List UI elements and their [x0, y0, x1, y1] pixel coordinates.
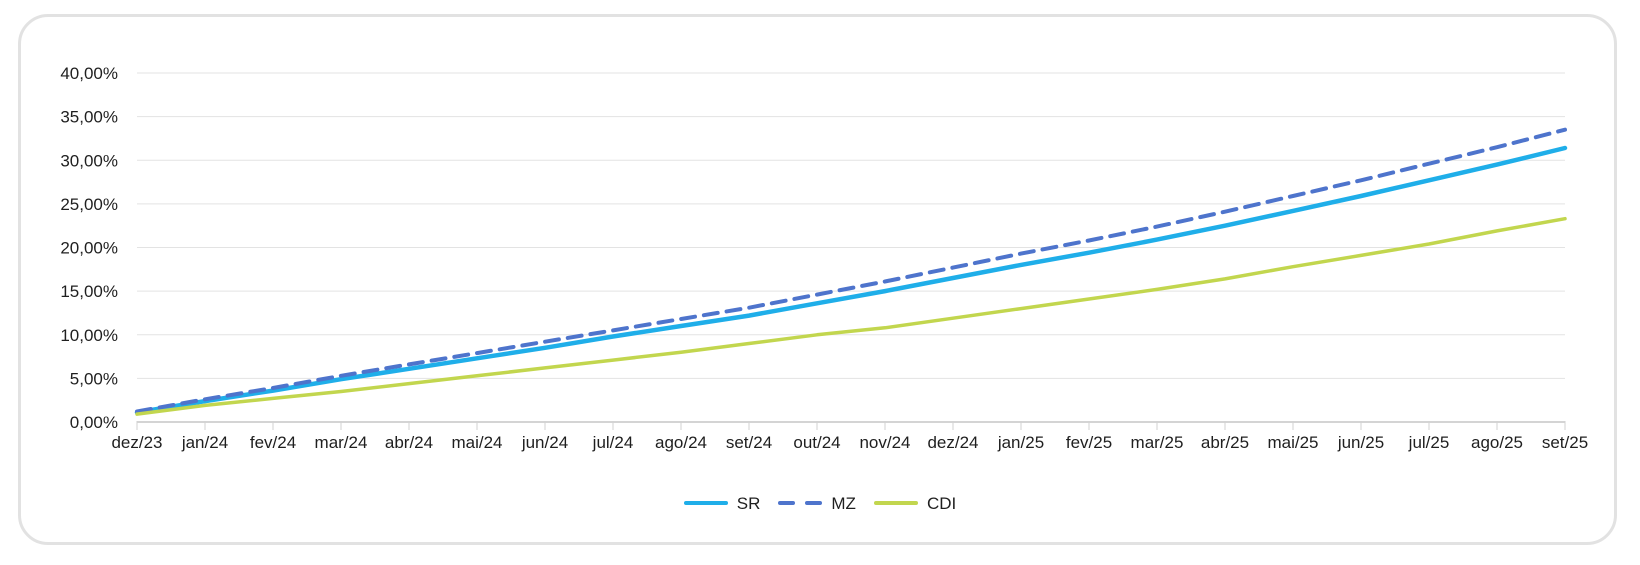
legend-swatch-mz-dashed-line	[778, 501, 823, 505]
x-axis-tick-label: set/24	[726, 433, 772, 452]
y-axis-tick-label: 15,00%	[60, 282, 118, 301]
y-axis-tick-label: 5,00%	[70, 369, 118, 388]
x-axis-tick-label: fev/25	[1066, 433, 1112, 452]
legend-item-cdi: CDI	[873, 493, 957, 513]
legend-label-sr: SR	[736, 493, 761, 513]
x-axis-tick-label: set/25	[1542, 433, 1588, 452]
x-axis-tick-label: jan/25	[997, 433, 1044, 452]
y-axis-tick-label: 10,00%	[60, 326, 118, 345]
legend-dash-segment	[778, 501, 796, 505]
x-axis-tick-label: mar/24	[315, 433, 368, 452]
chart-card	[18, 14, 1617, 545]
x-axis-tick-label: mai/24	[451, 433, 502, 452]
legend-item-mz: MZ	[778, 495, 856, 512]
y-axis-tick-label: 25,00%	[60, 195, 118, 214]
legend-label-mz: MZ	[831, 493, 856, 513]
legend-swatch-cdi-line	[873, 501, 918, 505]
x-axis-tick-label: ago/24	[655, 433, 707, 452]
x-axis-tick-label: jul/25	[1408, 433, 1450, 452]
series-line-mz	[135, 127, 1567, 414]
line-chart-plot: 0,00% 5,00% 10,00% 15,00% 20,00% 25,00% 30,00%…	[60, 64, 1588, 452]
legend-label-cdi: CDI	[926, 493, 957, 513]
x-axis-tick-label: mai/25	[1267, 433, 1318, 452]
y-axis-tick-label: 35,00%	[60, 108, 118, 127]
chart-legend: SR MZ CDI	[0, 489, 1640, 517]
series-line-sr	[134, 145, 1568, 415]
y-axis-tick-label: 0,00%	[70, 413, 118, 432]
x-axis-tick-label: ago/25	[1471, 433, 1523, 452]
x-axis-tick-label: dez/24	[927, 433, 978, 452]
x-axis-tick-label: nov/24	[859, 433, 910, 452]
x-axis-tick-label: jan/24	[181, 433, 228, 452]
x-axis-tick-label: dez/23	[111, 433, 162, 452]
y-axis-tick-label: 40,00%	[60, 64, 118, 83]
legend-item-sr: SR	[683, 493, 761, 513]
x-axis-tick-label: mar/25	[1131, 433, 1184, 452]
x-axis-tick-label: jul/24	[592, 433, 634, 452]
legend-dash-segment	[805, 501, 823, 505]
x-axis-tick-label: abr/24	[385, 433, 433, 452]
x-axis-tick-label: fev/24	[250, 433, 296, 452]
x-axis-tick-label: jun/24	[521, 433, 568, 452]
x-axis-tick-label: jun/25	[1337, 433, 1384, 452]
y-axis-tick-label: 20,00%	[60, 239, 118, 258]
series-line-cdi	[135, 216, 1567, 416]
legend-swatch-sr-line	[683, 501, 728, 505]
y-axis-tick-label: 30,00%	[60, 151, 118, 170]
x-axis-tick-label: out/24	[793, 433, 840, 452]
x-axis-tick-label: abr/25	[1201, 433, 1249, 452]
